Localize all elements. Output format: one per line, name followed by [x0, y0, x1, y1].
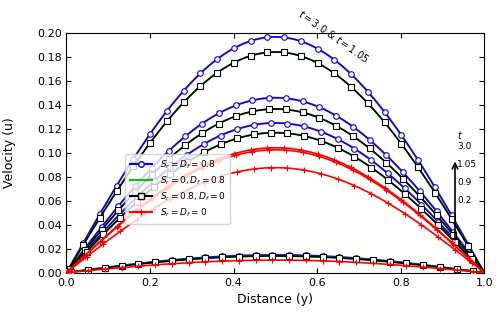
- Text: 0.2: 0.2: [457, 196, 471, 205]
- Text: $t$: $t$: [457, 129, 463, 141]
- Text: 3.0: 3.0: [457, 142, 471, 151]
- Text: 1.05: 1.05: [457, 160, 477, 169]
- Text: $t = 3.0$ & $t = 1.05$: $t = 3.0$ & $t = 1.05$: [296, 7, 372, 65]
- Y-axis label: Velocity (u): Velocity (u): [4, 117, 16, 188]
- X-axis label: Distance (y): Distance (y): [238, 293, 314, 306]
- Text: 0.9: 0.9: [457, 178, 471, 187]
- Legend: $S_r = D_f = 0.8$, $S_r = 0, D_f = 0.8$, $S_r = 0.8, D_f = 0$, $S_r = D_f = 0$: $S_r = D_f = 0.8$, $S_r = 0, D_f = 0.8$,…: [126, 154, 230, 223]
